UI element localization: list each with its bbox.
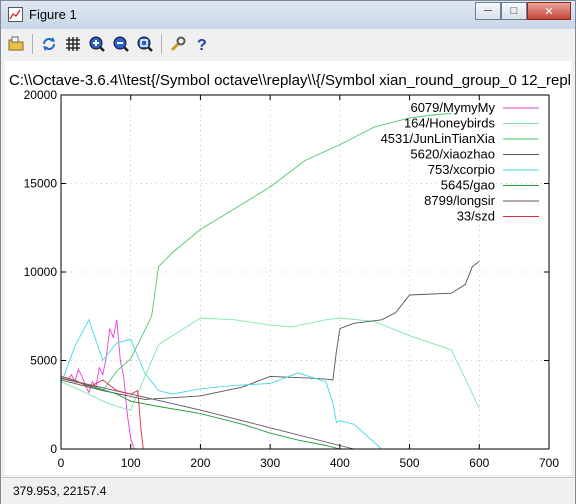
toolbar-separator [161, 34, 162, 54]
maximize-button[interactable]: □ [501, 2, 527, 20]
window-title: Figure 1 [29, 7, 77, 22]
legend-label: 5620/xiaozhao [410, 147, 495, 162]
legend-label: 164/Honeybirds [404, 116, 496, 131]
x-tick-label: 600 [469, 456, 489, 470]
plot-title: C:\\Octave-3.6.4\\test{/Symbol octave\\r… [9, 72, 571, 89]
x-tick-label: 300 [260, 456, 280, 470]
x-tick-label: 400 [330, 456, 350, 470]
x-tick-label: 200 [190, 456, 210, 470]
figure-app-icon [8, 7, 23, 22]
legend-label: 8799/longsir [424, 193, 495, 208]
legend-label: 753/xcorpio [428, 162, 495, 177]
maximize-icon: □ [510, 5, 518, 17]
series-line [60, 113, 452, 392]
y-tick-label: 5000 [30, 354, 57, 368]
line-chart[interactable]: C:\\Octave-3.6.4\\test{/Symbol octave\\r… [5, 61, 571, 475]
settings-button[interactable] [167, 33, 189, 55]
x-tick-label: 100 [121, 456, 141, 470]
series-line [60, 375, 144, 450]
x-tick-label: 700 [539, 456, 559, 470]
x-tick-label: 500 [400, 456, 420, 470]
zoom-in-icon [89, 36, 105, 52]
y-tick-label: 20000 [24, 88, 58, 102]
zoom-fit-button[interactable] [134, 33, 156, 55]
figure-toolbar: ? [5, 31, 571, 57]
plot-canvas[interactable]: C:\\Octave-3.6.4\\test{/Symbol octave\\r… [5, 61, 571, 475]
legend-label: 33/szd [457, 209, 495, 224]
series-line [60, 318, 382, 450]
title-bar[interactable]: Figure 1 ─ □ ✕ [1, 1, 575, 29]
grid-button[interactable] [62, 33, 84, 55]
series-line [60, 317, 480, 411]
open-folder-button[interactable] [5, 33, 27, 55]
series-line [60, 319, 135, 450]
refresh-button[interactable] [38, 33, 60, 55]
legend-label: 4531/JunLinTianXia [381, 131, 496, 146]
cursor-coordinates: 379.953, 22157.4 [13, 484, 107, 498]
svg-text:?: ? [197, 37, 207, 53]
refresh-icon [43, 37, 55, 51]
y-tick-label: 0 [50, 442, 57, 456]
legend-label: 5645/gao [441, 178, 495, 193]
zoom-out-button[interactable] [110, 33, 132, 55]
status-bar: 379.953, 22157.4 [1, 477, 575, 504]
legend-label: 6079/MymyMy [410, 100, 495, 115]
y-tick-label: 15000 [24, 177, 58, 191]
y-tick-label: 10000 [24, 265, 58, 279]
series-line [60, 377, 341, 450]
zoom-out-icon [113, 36, 129, 52]
toolbar-separator [32, 34, 33, 54]
wrench-icon [170, 36, 186, 52]
zoom-fit-icon [137, 36, 153, 52]
open-folder-icon [8, 36, 24, 51]
help-icon: ? [197, 37, 207, 53]
grid-icon [66, 37, 80, 51]
close-button[interactable]: ✕ [527, 2, 571, 20]
series-line [60, 377, 354, 450]
x-tick-label: 0 [58, 456, 65, 470]
minimize-button[interactable]: ─ [475, 2, 501, 20]
close-icon: ✕ [544, 5, 554, 18]
help-button[interactable]: ? [191, 33, 213, 55]
zoom-in-button[interactable] [86, 33, 108, 55]
series-line [60, 261, 480, 400]
minimize-icon: ─ [484, 5, 492, 17]
